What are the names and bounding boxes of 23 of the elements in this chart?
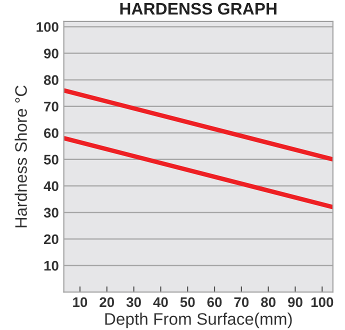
y-tick-label: 70 xyxy=(44,102,58,112)
y-tick-label: 100 xyxy=(36,22,58,32)
x-axis-title: Depth From Surface(mm) xyxy=(105,312,292,328)
x-tick-label: 60 xyxy=(207,297,222,308)
x-tick-label: 80 xyxy=(261,297,276,308)
y-tick-label: 80 xyxy=(44,75,58,85)
y-tick-label: 60 xyxy=(44,128,58,138)
x-tick-label: 90 xyxy=(288,297,302,308)
y-tick-label: 10 xyxy=(44,260,58,271)
y-tick-label: 90 xyxy=(44,48,58,58)
y-tick-label: 30 xyxy=(44,208,58,218)
x-tick-label: 10 xyxy=(73,297,88,308)
x-tick-label: 40 xyxy=(153,297,168,308)
y-axis-title: Hardness Shore °C xyxy=(14,86,27,228)
x-tick-label: 20 xyxy=(100,297,114,308)
x-tick-label: 50 xyxy=(180,297,195,308)
x-tick-label: 30 xyxy=(126,297,141,308)
y-tick-label: 20 xyxy=(44,234,58,244)
x-tick-label: 70 xyxy=(234,297,249,308)
y-tick-label: 40 xyxy=(44,181,58,192)
x-tick-label: 100 xyxy=(311,297,334,308)
y-tick-label: 50 xyxy=(44,154,58,165)
chart-title: HARDENSS GRAPH xyxy=(120,2,276,15)
